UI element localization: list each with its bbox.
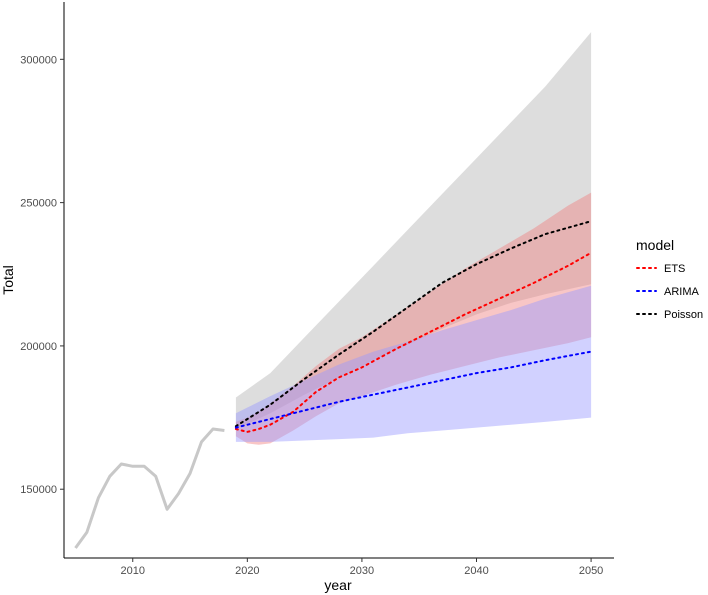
legend-label-ets: ETS bbox=[664, 263, 685, 275]
band-poisson bbox=[235, 32, 592, 429]
legend: model ETS ARIMA Poisson bbox=[636, 237, 703, 321]
forecast-lines bbox=[234, 220, 593, 433]
x-tick-label-2020: 2020 bbox=[235, 565, 259, 577]
y-axis-title: Total bbox=[0, 265, 16, 295]
y-tick-label-150000: 150000 bbox=[20, 484, 57, 496]
x-tick-label-2050: 2050 bbox=[579, 565, 603, 577]
observed-line bbox=[74, 427, 225, 549]
prediction-interval-bands bbox=[235, 32, 592, 445]
legend-label-arima: ARIMA bbox=[664, 286, 700, 298]
forecast-line-arima bbox=[234, 350, 593, 429]
y-tick-label-250000: 250000 bbox=[20, 198, 57, 210]
legend-title: model bbox=[636, 237, 674, 253]
legend-label-poisson: Poisson bbox=[664, 309, 703, 321]
x-tick-label-2010: 2010 bbox=[121, 565, 145, 577]
x-tick-label-2030: 2030 bbox=[350, 565, 374, 577]
x-tick-label-2040: 2040 bbox=[464, 565, 488, 577]
forecast-line-ets bbox=[234, 251, 593, 433]
x-axis-title: year bbox=[324, 577, 352, 593]
band-arima bbox=[235, 285, 592, 442]
axes: 2010 2020 2030 2040 2050 150000 200000 250000 30… bbox=[20, 2, 614, 577]
observed-series bbox=[74, 427, 225, 549]
band-ets bbox=[235, 192, 592, 445]
forecast-line-poisson bbox=[234, 220, 593, 428]
y-tick-label-200000: 200000 bbox=[20, 341, 57, 353]
y-tick-label-300000: 300000 bbox=[20, 54, 57, 66]
